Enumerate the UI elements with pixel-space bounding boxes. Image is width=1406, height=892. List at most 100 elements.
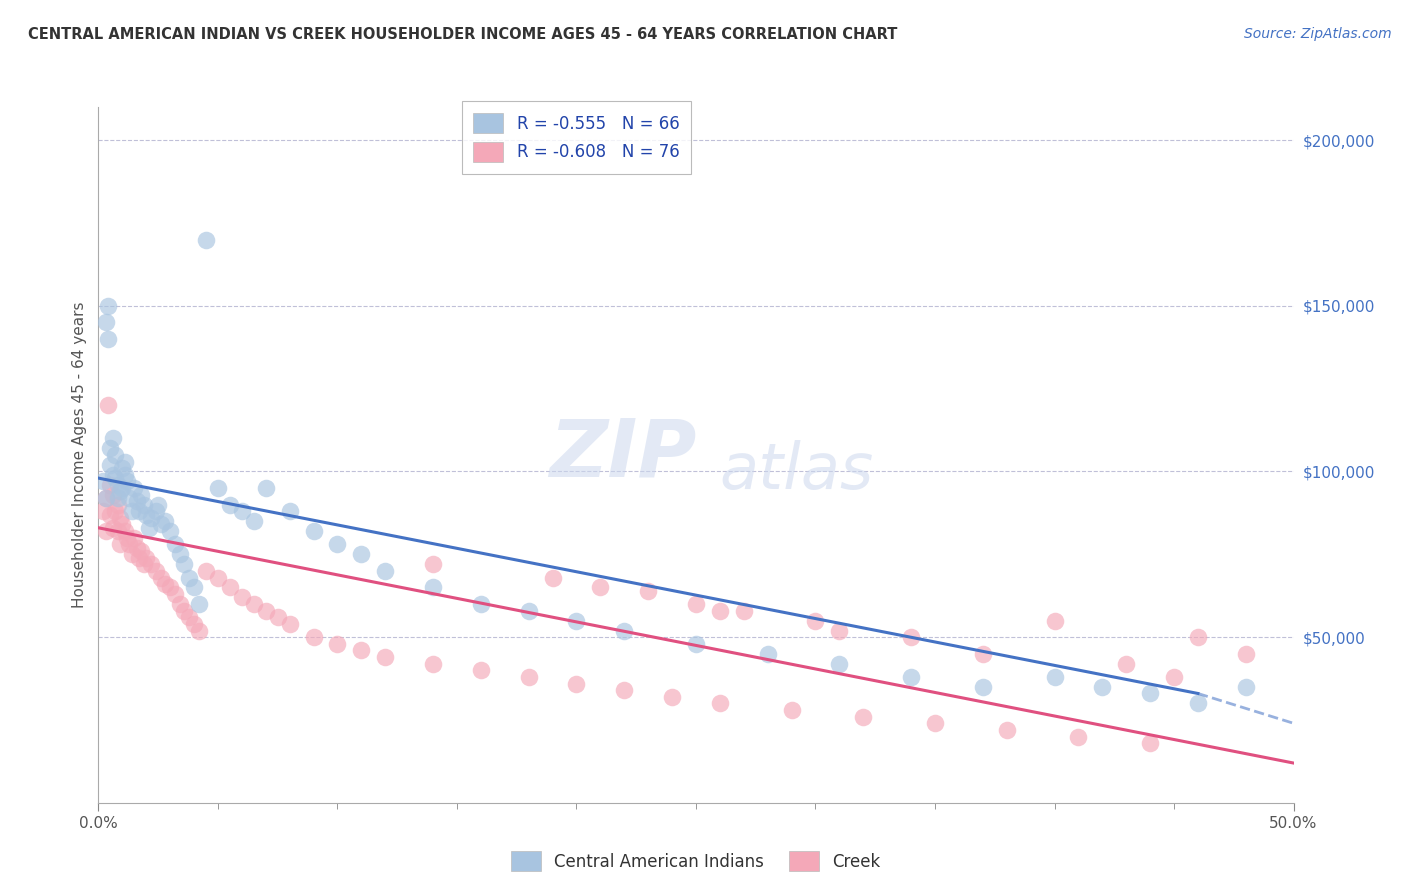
Point: [159, 524, 181, 538]
Point: [470, 663, 492, 677]
Point: [101, 521, 124, 535]
Point: [111, 517, 134, 532]
Point: [828, 624, 851, 638]
Point: [828, 657, 851, 671]
Point: [1187, 697, 1209, 711]
Point: [98, 442, 122, 456]
Point: [155, 577, 177, 591]
Point: [114, 524, 136, 538]
Point: [852, 709, 875, 723]
Point: [1115, 657, 1137, 671]
Point: [91, 504, 114, 518]
Point: [278, 504, 301, 518]
Point: [470, 597, 492, 611]
Point: [124, 531, 146, 545]
Point: [107, 477, 129, 491]
Point: [115, 531, 138, 545]
Point: [1091, 680, 1114, 694]
Text: ZIP: ZIP: [548, 416, 696, 494]
Point: [131, 544, 153, 558]
Point: [107, 524, 129, 538]
Point: [1139, 686, 1161, 700]
Point: [114, 467, 136, 482]
Point: [139, 558, 162, 572]
Point: [107, 491, 129, 505]
Point: [326, 537, 349, 551]
Point: [155, 514, 177, 528]
Point: [179, 610, 201, 624]
Point: [194, 233, 218, 247]
Point: [207, 481, 229, 495]
Point: [173, 558, 195, 572]
Text: Source: ZipAtlas.com: Source: ZipAtlas.com: [1244, 27, 1392, 41]
Point: [733, 604, 755, 618]
Point: [517, 604, 540, 618]
Point: [97, 299, 120, 313]
Point: [685, 597, 707, 611]
Point: [254, 604, 277, 618]
Point: [114, 454, 136, 468]
Point: [108, 537, 131, 551]
Point: [685, 637, 707, 651]
Point: [219, 498, 242, 512]
Point: [104, 504, 127, 518]
Point: [124, 481, 146, 495]
Point: [194, 564, 218, 578]
Point: [183, 581, 205, 595]
Text: CENTRAL AMERICAN INDIAN VS CREEK HOUSEHOLDER INCOME AGES 45 - 64 YEARS CORRELATI: CENTRAL AMERICAN INDIAN VS CREEK HOUSEHO…: [28, 27, 897, 42]
Point: [115, 475, 138, 489]
Point: [326, 637, 349, 651]
Point: [125, 494, 148, 508]
Point: [267, 610, 290, 624]
Point: [231, 504, 253, 518]
Point: [135, 550, 157, 565]
Point: [138, 521, 160, 535]
Point: [159, 581, 181, 595]
Point: [97, 332, 120, 346]
Point: [924, 716, 946, 731]
Point: [148, 498, 170, 512]
Point: [422, 558, 444, 572]
Point: [125, 541, 148, 555]
Point: [780, 703, 803, 717]
Point: [94, 524, 117, 538]
Point: [517, 670, 540, 684]
Point: [121, 547, 143, 561]
Point: [107, 498, 129, 512]
Point: [121, 504, 143, 518]
Point: [972, 647, 994, 661]
Point: [183, 616, 205, 631]
Point: [613, 683, 636, 698]
Point: [104, 448, 127, 462]
Point: [207, 570, 229, 584]
Point: [422, 657, 444, 671]
Point: [541, 570, 564, 584]
Point: [565, 614, 588, 628]
Point: [1187, 630, 1209, 644]
Point: [163, 537, 186, 551]
Point: [98, 508, 122, 522]
Point: [219, 581, 242, 595]
Point: [98, 477, 122, 491]
Point: [243, 597, 266, 611]
Point: [169, 547, 191, 561]
Point: [756, 647, 779, 661]
Point: [243, 514, 266, 528]
Point: [1234, 680, 1257, 694]
Point: [145, 504, 167, 518]
Point: [1043, 614, 1066, 628]
Point: [1234, 647, 1257, 661]
Point: [254, 481, 277, 495]
Point: [1139, 736, 1161, 750]
Point: [709, 604, 731, 618]
Point: [128, 504, 150, 518]
Text: atlas: atlas: [720, 441, 875, 502]
Y-axis label: Householder Income Ages 45 - 64 years: Householder Income Ages 45 - 64 years: [72, 301, 87, 608]
Point: [101, 467, 124, 482]
Point: [132, 558, 155, 572]
Point: [97, 398, 120, 412]
Point: [94, 315, 117, 329]
Point: [108, 511, 131, 525]
Point: [995, 723, 1018, 737]
Point: [149, 517, 172, 532]
